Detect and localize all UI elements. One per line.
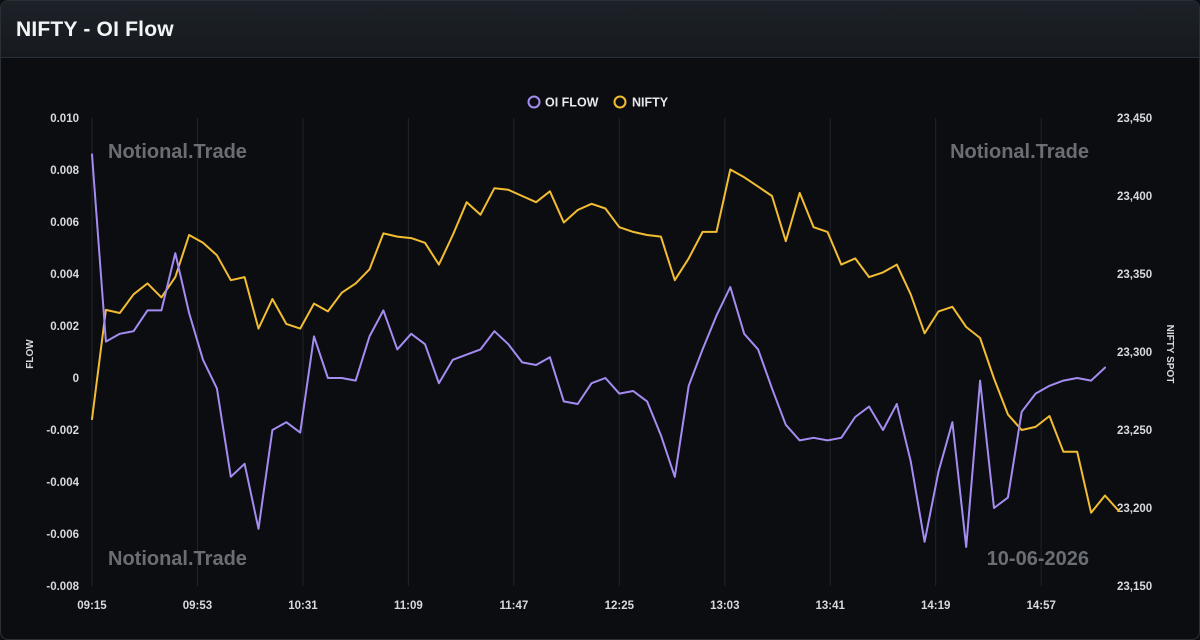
x-tick-label: 11:47 — [499, 600, 528, 612]
panel-header: NIFTY - OI Flow — [1, 1, 1199, 58]
y-right-tick-label: 23,450 — [1117, 113, 1152, 125]
y-right-tick-label: 23,400 — [1117, 191, 1152, 203]
y-left-tick-label: -0.004 — [46, 477, 79, 489]
watermarks: Notional.Trade Notional.Trade Notional.T… — [108, 141, 1089, 570]
watermark-top-left: Notional.Trade — [108, 141, 247, 163]
x-tick-label: 09:53 — [183, 600, 212, 612]
y-right-tick-label: 23,250 — [1117, 425, 1152, 437]
axes: FLOW NIFTY SPOT 09:15 09:53 10:31 11:09 11:4… — [25, 113, 1175, 612]
watermark-bottom-left: Notional.Trade — [108, 548, 247, 570]
legend[interactable]: OI FLOW NIFTY — [527, 95, 669, 110]
legend-oi-flow-label[interactable]: OI FLOW — [545, 96, 599, 110]
x-tick-label: 10:31 — [288, 600, 318, 612]
x-tick-label: 13:03 — [710, 600, 739, 612]
y-left-tick-label: -0.008 — [46, 581, 79, 593]
page-title: NIFTY - OI Flow — [16, 18, 174, 41]
y-right-axis-title: NIFTY SPOT — [1164, 325, 1175, 384]
legend-oi-flow-marker[interactable] — [527, 95, 541, 109]
nifty-series-line — [91, 168, 1120, 514]
y-left-tick-label: 0.008 — [50, 165, 79, 177]
y-left-tick-label: 0 — [73, 373, 79, 385]
legend-nifty-label[interactable]: NIFTY — [632, 96, 669, 110]
y-right-tick-label: 23,350 — [1117, 269, 1152, 281]
series — [91, 153, 1120, 548]
y-left-axis-title: FLOW — [25, 339, 36, 369]
y-left-tick-label: 0.004 — [50, 269, 79, 281]
watermark-top-right: Notional.Trade — [950, 141, 1089, 163]
y-right-tick-label: 23,150 — [1117, 581, 1152, 593]
x-tick-label: 09:15 — [77, 600, 107, 612]
grid — [91, 118, 1042, 586]
y-right-tick-label: 23,200 — [1117, 503, 1152, 515]
x-tick-label: 11:09 — [394, 600, 423, 612]
x-tick-label: 12:25 — [605, 600, 635, 612]
y-right-tick-label: 23,300 — [1117, 347, 1152, 359]
y-left-tick-label: -0.002 — [46, 425, 79, 437]
y-left-tick-label: -0.006 — [46, 529, 79, 541]
y-left-tick-label: 0.010 — [50, 113, 79, 125]
legend-nifty-marker[interactable] — [613, 95, 627, 109]
oi-flow-series-line — [91, 153, 1106, 548]
y-left-tick-label: 0.002 — [50, 321, 79, 333]
y-left-tick-label: 0.006 — [50, 217, 79, 229]
watermark-date: 10-06-2026 — [987, 548, 1089, 570]
x-tick-label: 14:57 — [1026, 600, 1055, 612]
x-tick-label: 14:19 — [921, 600, 950, 612]
x-tick-label: 13:41 — [816, 600, 846, 612]
